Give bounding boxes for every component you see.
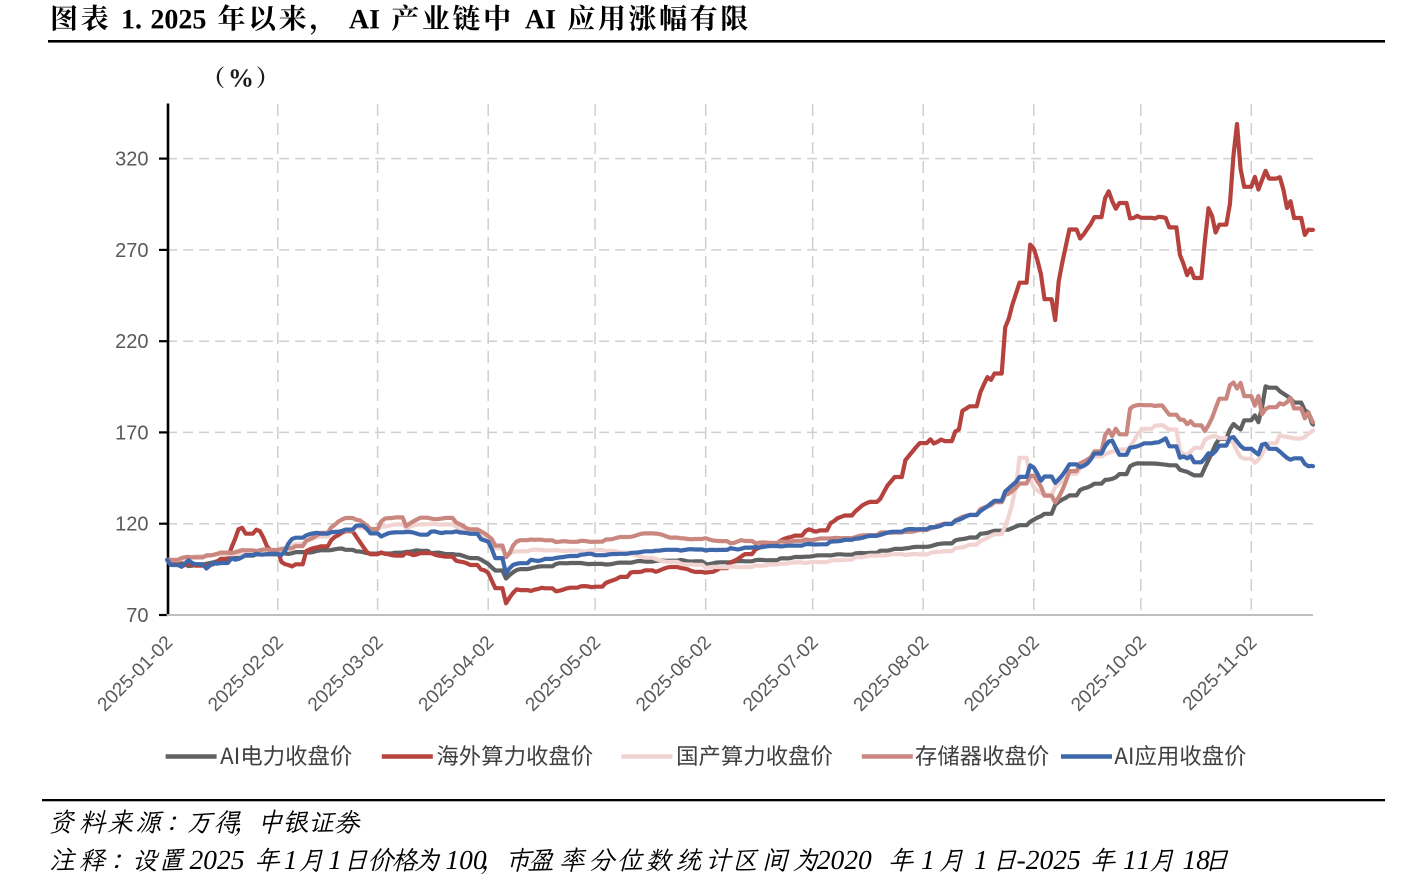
svg-text:320: 320 (115, 149, 148, 171)
svg-text:220: 220 (115, 331, 148, 353)
svg-text:270: 270 (115, 240, 148, 262)
svg-text:120: 120 (115, 514, 148, 536)
svg-text:170: 170 (115, 422, 148, 444)
svg-text:70: 70 (126, 605, 148, 627)
